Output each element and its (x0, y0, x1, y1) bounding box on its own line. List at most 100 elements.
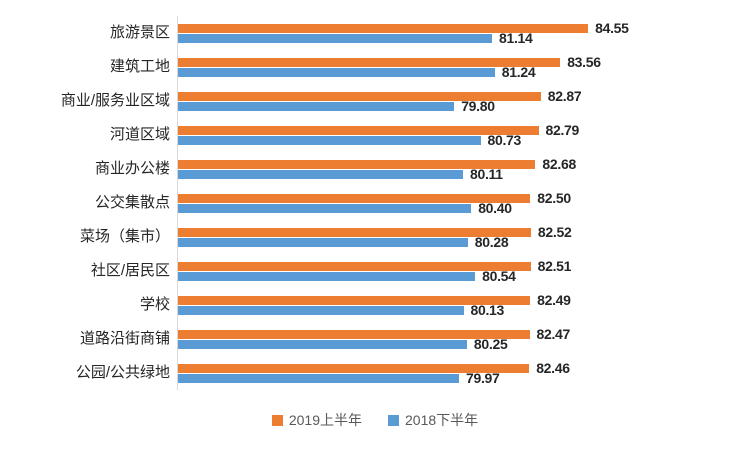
bar-pair: 82.68 80.11 (177, 152, 738, 186)
bar-line: 80.54 (178, 268, 738, 284)
bar-2018-h2 (178, 271, 476, 281)
value-label: 80.40 (478, 200, 512, 216)
category-label: 道路沿街商铺 (79, 330, 170, 348)
bar-group: 菜场（集市） 82.52 80.28 (20, 220, 738, 254)
legend-swatch-2018-icon (388, 414, 399, 426)
bar-line: 83.56 (178, 54, 738, 70)
legend-swatch-2019-icon (271, 414, 283, 426)
bar-2018-h2 (178, 135, 481, 145)
category-label: 商业/服务业区域 (60, 92, 170, 110)
value-label: 82.52 (537, 224, 572, 240)
value-label: 79.97 (466, 370, 500, 386)
value-label: 79.80 (461, 98, 495, 114)
bar-group: 公交集散点 82.50 80.40 (20, 186, 738, 220)
legend-item-2018-h2: 2018下半年 (388, 410, 478, 430)
bar-2018-h2 (178, 339, 467, 349)
bar-group: 建筑工地 83.56 81.24 (20, 50, 738, 84)
bar-group: 学校 82.49 80.13 (20, 288, 738, 322)
category-label: 学校 (139, 296, 170, 314)
value-label: 83.56 (567, 54, 601, 70)
bar-2019-h1 (178, 295, 531, 305)
value-label: 80.54 (482, 268, 516, 284)
value-label: 82.49 (537, 292, 571, 308)
bar-group: 河道区域 82.79 80.73 (20, 118, 738, 152)
bar-pair: 83.56 81.24 (177, 50, 738, 84)
bar-2018-h2 (178, 373, 459, 383)
bar-2018-h2 (178, 237, 468, 247)
category-label: 菜场（集市） (79, 228, 170, 246)
value-label: 82.79 (545, 122, 580, 138)
value-label: 82.87 (547, 88, 582, 104)
category-label: 公交集散点 (94, 194, 170, 212)
plot-area: 旅游景区 84.55 81.14 建筑工地 83.56 81.24 商业/服务业区域 82.8… (20, 16, 738, 390)
bar-group: 商业/服务业区域 82.87 79.80 (20, 84, 738, 118)
bar-line: 82.50 (178, 190, 738, 206)
category-label: 社区/居民区 (90, 262, 170, 280)
bar-pair: 82.47 80.25 (177, 322, 738, 356)
bar-2019-h1 (178, 227, 531, 237)
category-label: 商业办公楼 (94, 160, 170, 178)
bar-line: 82.79 (178, 122, 738, 138)
category-label: 建筑工地 (109, 58, 170, 76)
bar-2018-h2 (178, 101, 455, 111)
bar-2019-h1 (178, 159, 536, 169)
bar-line: 82.49 (178, 292, 738, 308)
legend-label-2019: 2019上半年 (288, 412, 362, 428)
bar-line: 82.47 (178, 326, 738, 342)
legend-item-2019-h1: 2019上半年 (271, 410, 362, 430)
bar-2019-h1 (178, 91, 541, 101)
bar-pair: 84.55 81.14 (177, 16, 738, 50)
bar-line: 82.68 (178, 156, 738, 172)
value-label: 80.13 (470, 302, 505, 318)
value-label: 82.51 (537, 258, 572, 274)
bar-line: 80.11 (178, 166, 738, 182)
bar-line: 84.55 (178, 20, 738, 36)
bar-group: 公园/公共绿地 82.46 79.97 (20, 356, 738, 390)
bar-line: 82.46 (178, 360, 738, 376)
bar-group: 社区/居民区 82.51 80.54 (20, 254, 738, 288)
bar-line: 80.13 (178, 302, 738, 318)
bar-line: 80.25 (178, 336, 738, 352)
legend-label-2018: 2018下半年 (405, 412, 479, 428)
bar-2018-h2 (178, 305, 464, 315)
value-label: 80.73 (487, 132, 522, 148)
bar-2019-h1 (178, 193, 531, 203)
value-label: 80.25 (473, 336, 508, 352)
bar-line: 81.24 (178, 64, 738, 80)
value-label: 82.68 (542, 156, 576, 172)
bar-pair: 82.87 79.80 (177, 84, 738, 118)
value-label: 82.50 (537, 190, 571, 206)
value-label: 82.47 (536, 326, 571, 342)
bar-pair: 82.50 80.40 (177, 186, 738, 220)
bar-line: 82.87 (178, 88, 738, 104)
category-label: 河道区域 (109, 126, 170, 144)
bar-2019-h1 (178, 125, 539, 135)
bar-2019-h1 (178, 329, 530, 339)
legend: 2019上半年 2018下半年 (0, 410, 750, 430)
bar-line: 80.40 (178, 200, 738, 216)
bar-2018-h2 (178, 33, 492, 43)
bar-line: 79.80 (178, 98, 738, 114)
value-label: 82.46 (536, 360, 570, 376)
bar-line: 79.97 (178, 370, 738, 386)
bar-2019-h1 (178, 261, 531, 271)
category-label: 公园/公共绿地 (75, 364, 170, 382)
bar-line: 82.52 (178, 224, 738, 240)
bar-2019-h1 (178, 57, 561, 67)
value-label: 81.14 (499, 30, 533, 46)
bar-pair: 82.49 80.13 (177, 288, 738, 322)
bar-pair: 82.51 80.54 (177, 254, 738, 288)
bar-pair: 82.46 79.97 (177, 356, 738, 390)
bar-2018-h2 (178, 203, 472, 213)
bar-chart: 旅游景区 84.55 81.14 建筑工地 83.56 81.24 商业/服务业区域 82.8… (20, 16, 738, 390)
value-label: 84.55 (595, 20, 629, 36)
bar-group: 道路沿街商铺 82.47 80.25 (20, 322, 738, 356)
bar-line: 81.14 (178, 30, 738, 46)
bar-2018-h2 (178, 67, 495, 77)
bar-line: 80.28 (178, 234, 738, 250)
bar-2018-h2 (178, 169, 463, 179)
bar-group: 旅游景区 84.55 81.14 (20, 16, 738, 50)
bar-2019-h1 (178, 363, 530, 373)
bar-pair: 82.52 80.28 (177, 220, 738, 254)
value-label: 80.28 (474, 234, 509, 250)
